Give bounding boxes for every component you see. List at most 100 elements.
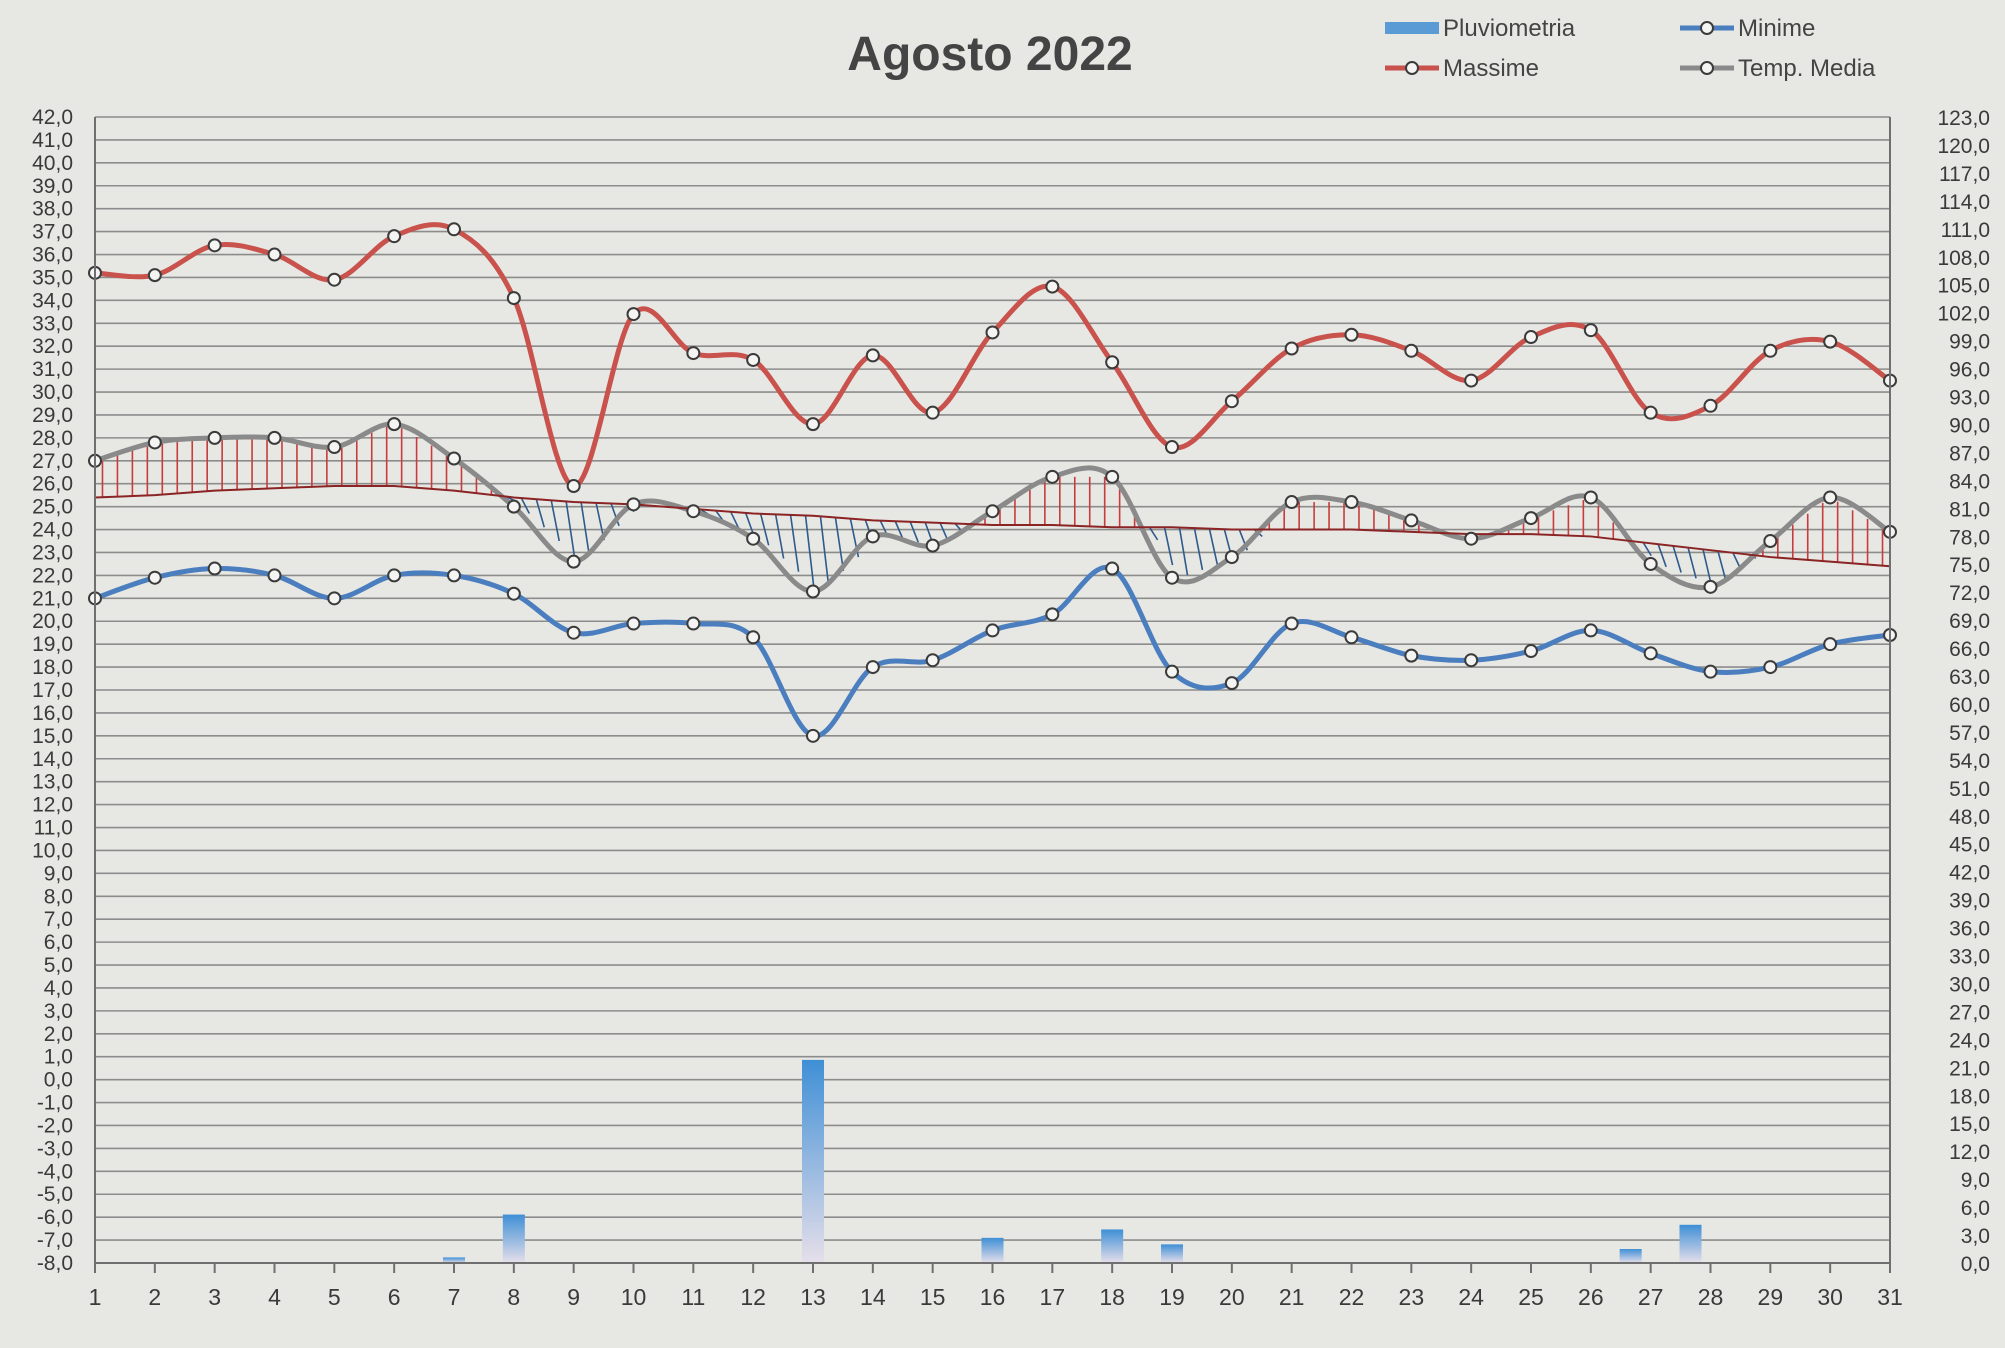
minime-point (1823, 637, 1838, 652)
right-tick-label: 75,0 (1949, 554, 1990, 577)
minime-point (746, 630, 761, 645)
pluviometria-bars (443, 1059, 1702, 1263)
temp-media-point (1284, 495, 1299, 510)
x-tick-label: 16 (980, 1284, 1006, 1310)
right-tick-label: 114,0 (1939, 191, 1990, 214)
right-tick-label: 72,0 (1949, 582, 1990, 605)
left-tick-label: 40,0 (32, 152, 73, 175)
right-tick-label: 36,0 (1949, 918, 1990, 941)
below-trend-hatch (834, 517, 845, 571)
temp-media-point (1224, 550, 1239, 565)
trend-line (94, 485, 1891, 568)
below-trend-hatch (1208, 528, 1219, 565)
temp-media-point (267, 430, 282, 445)
left-tick-label: 8,0 (44, 885, 73, 908)
minime-point (267, 568, 282, 583)
right-tick-label: 51,0 (1949, 778, 1990, 801)
axes: -8,0-7,0-6,0-5,0-4,0-3,0-2,0-1,00,01,02,… (32, 106, 1990, 1310)
left-tick-label: 27,0 (32, 450, 73, 473)
below-trend-hatch (1657, 543, 1667, 568)
right-tick-label: 90,0 (1949, 414, 1990, 437)
right-tick-label: 18,0 (1949, 1085, 1990, 1108)
left-tick-label: 13,0 (32, 771, 73, 794)
below-trend-hatch (894, 520, 905, 541)
temp-media-point (327, 440, 342, 455)
left-tick-label: 10,0 (32, 839, 73, 862)
left-tick-label: 19,0 (32, 633, 73, 656)
massime-point (1224, 394, 1239, 409)
below-trend-hatch (804, 515, 815, 585)
pluviometria-bar (1619, 1249, 1642, 1263)
massime-point (686, 346, 701, 361)
below-trend-hatch (1148, 526, 1159, 541)
left-tick-label: 3,0 (44, 1000, 73, 1023)
massime-point (1763, 343, 1778, 358)
right-tick-label: 57,0 (1949, 722, 1990, 745)
temp-media-point (147, 435, 162, 450)
left-tick-label: 15,0 (32, 725, 73, 748)
right-tick-label: 12,0 (1949, 1141, 1990, 1164)
temp-media-point (1165, 570, 1179, 585)
left-tick-label: 35,0 (32, 266, 73, 289)
left-tick-label: 30,0 (32, 381, 73, 404)
left-tick-label: 17,0 (32, 679, 73, 702)
x-tick-label: 11 (681, 1284, 705, 1310)
legend-label: Massime (1443, 55, 1539, 82)
left-tick-label: 18,0 (32, 656, 73, 679)
legend-label: Temp. Media (1738, 55, 1876, 82)
massime-point (1284, 341, 1299, 356)
left-tick-label: 42,0 (32, 106, 73, 129)
left-tick-label: 32,0 (32, 335, 73, 358)
left-tick-label: 34,0 (32, 289, 73, 312)
below-trend-hatch (1702, 549, 1712, 585)
pluviometria-bar (1679, 1224, 1702, 1263)
left-tick-label: 2,0 (44, 1023, 73, 1046)
pluviometria-bar (502, 1214, 525, 1263)
x-tick-label: 4 (268, 1284, 281, 1310)
x-tick-label: 5 (328, 1284, 341, 1310)
left-tick-label: 14,0 (32, 748, 73, 771)
x-tick-label: 8 (507, 1284, 520, 1310)
temp-media-point (925, 538, 940, 553)
right-tick-label: 9,0 (1961, 1169, 1990, 1192)
x-tick-label: 7 (448, 1284, 461, 1310)
massime-point (1464, 373, 1479, 388)
minime-point (1284, 616, 1299, 631)
pluviometria-bar (443, 1257, 465, 1263)
deviation-hatching (101, 426, 1884, 585)
legend-label: Pluviometria (1443, 15, 1576, 42)
minime-line (94, 564, 1891, 739)
left-tick-label: -5,0 (37, 1183, 73, 1206)
left-tick-label: 26,0 (32, 473, 73, 496)
below-trend-hatch (1687, 547, 1697, 579)
minime-point (1464, 653, 1479, 668)
x-tick-label: 3 (208, 1284, 221, 1310)
left-tick-label: 41,0 (32, 129, 73, 152)
minime-point (626, 616, 641, 631)
temp-media-point (806, 584, 820, 599)
right-tick-label: 120,0 (1937, 135, 1990, 158)
right-tick-label: 99,0 (1949, 331, 1990, 354)
below-trend-hatch (1642, 542, 1652, 557)
left-tick-label: 23,0 (32, 541, 73, 564)
x-tick-label: 29 (1758, 1284, 1784, 1310)
minime-point (147, 570, 162, 585)
below-trend-hatch (759, 513, 770, 546)
temp-media-point (985, 504, 1000, 519)
x-tick-label: 17 (1040, 1284, 1066, 1310)
right-tick-label: 81,0 (1949, 498, 1990, 521)
below-trend-hatch (1193, 527, 1204, 571)
massime-point (327, 272, 342, 287)
right-tick-label: 96,0 (1949, 359, 1990, 382)
minime-point (327, 591, 342, 606)
minime-point (207, 561, 222, 576)
minime-point (447, 568, 461, 583)
massime-point (267, 247, 282, 262)
x-tick-label: 12 (740, 1284, 766, 1310)
minime-point (1344, 630, 1359, 645)
right-tick-label: 0,0 (1961, 1253, 1990, 1276)
minime-point (1404, 648, 1419, 663)
massime-point (1823, 334, 1838, 349)
right-tick-label: 33,0 (1949, 946, 1990, 969)
